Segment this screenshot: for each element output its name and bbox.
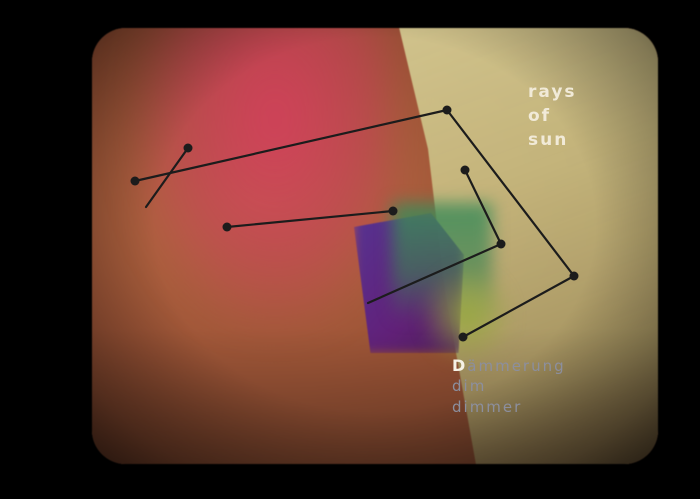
caption-line: of: [528, 106, 552, 126]
projection-frame: [92, 28, 658, 464]
segment-inner-zigzag: [366, 168, 503, 305]
caption-word-rest: ämmerung: [467, 357, 566, 375]
vignette: [92, 28, 658, 464]
node: [496, 239, 506, 249]
node: [569, 271, 579, 281]
segment-long-upper: [133, 108, 449, 183]
segment-middle: [225, 209, 395, 229]
node: [130, 176, 140, 186]
node: [388, 206, 398, 216]
caption-line: dimmer: [452, 398, 523, 416]
caption-line: rays: [528, 82, 577, 102]
caption-line: dim: [452, 377, 487, 395]
node: [460, 165, 470, 175]
caption-line: Dämmerung: [452, 355, 566, 376]
node: [183, 143, 193, 153]
caption-line: sun: [528, 130, 569, 150]
node: [222, 222, 232, 232]
caption-daemmerung: Dämmerung dim dimmer: [452, 355, 566, 418]
caption-initial: D: [452, 356, 468, 375]
caption-rays-of-sun: rays of sun: [528, 80, 577, 152]
segment-short-diagonal: [144, 146, 190, 209]
node: [458, 332, 468, 342]
node: [442, 105, 452, 115]
